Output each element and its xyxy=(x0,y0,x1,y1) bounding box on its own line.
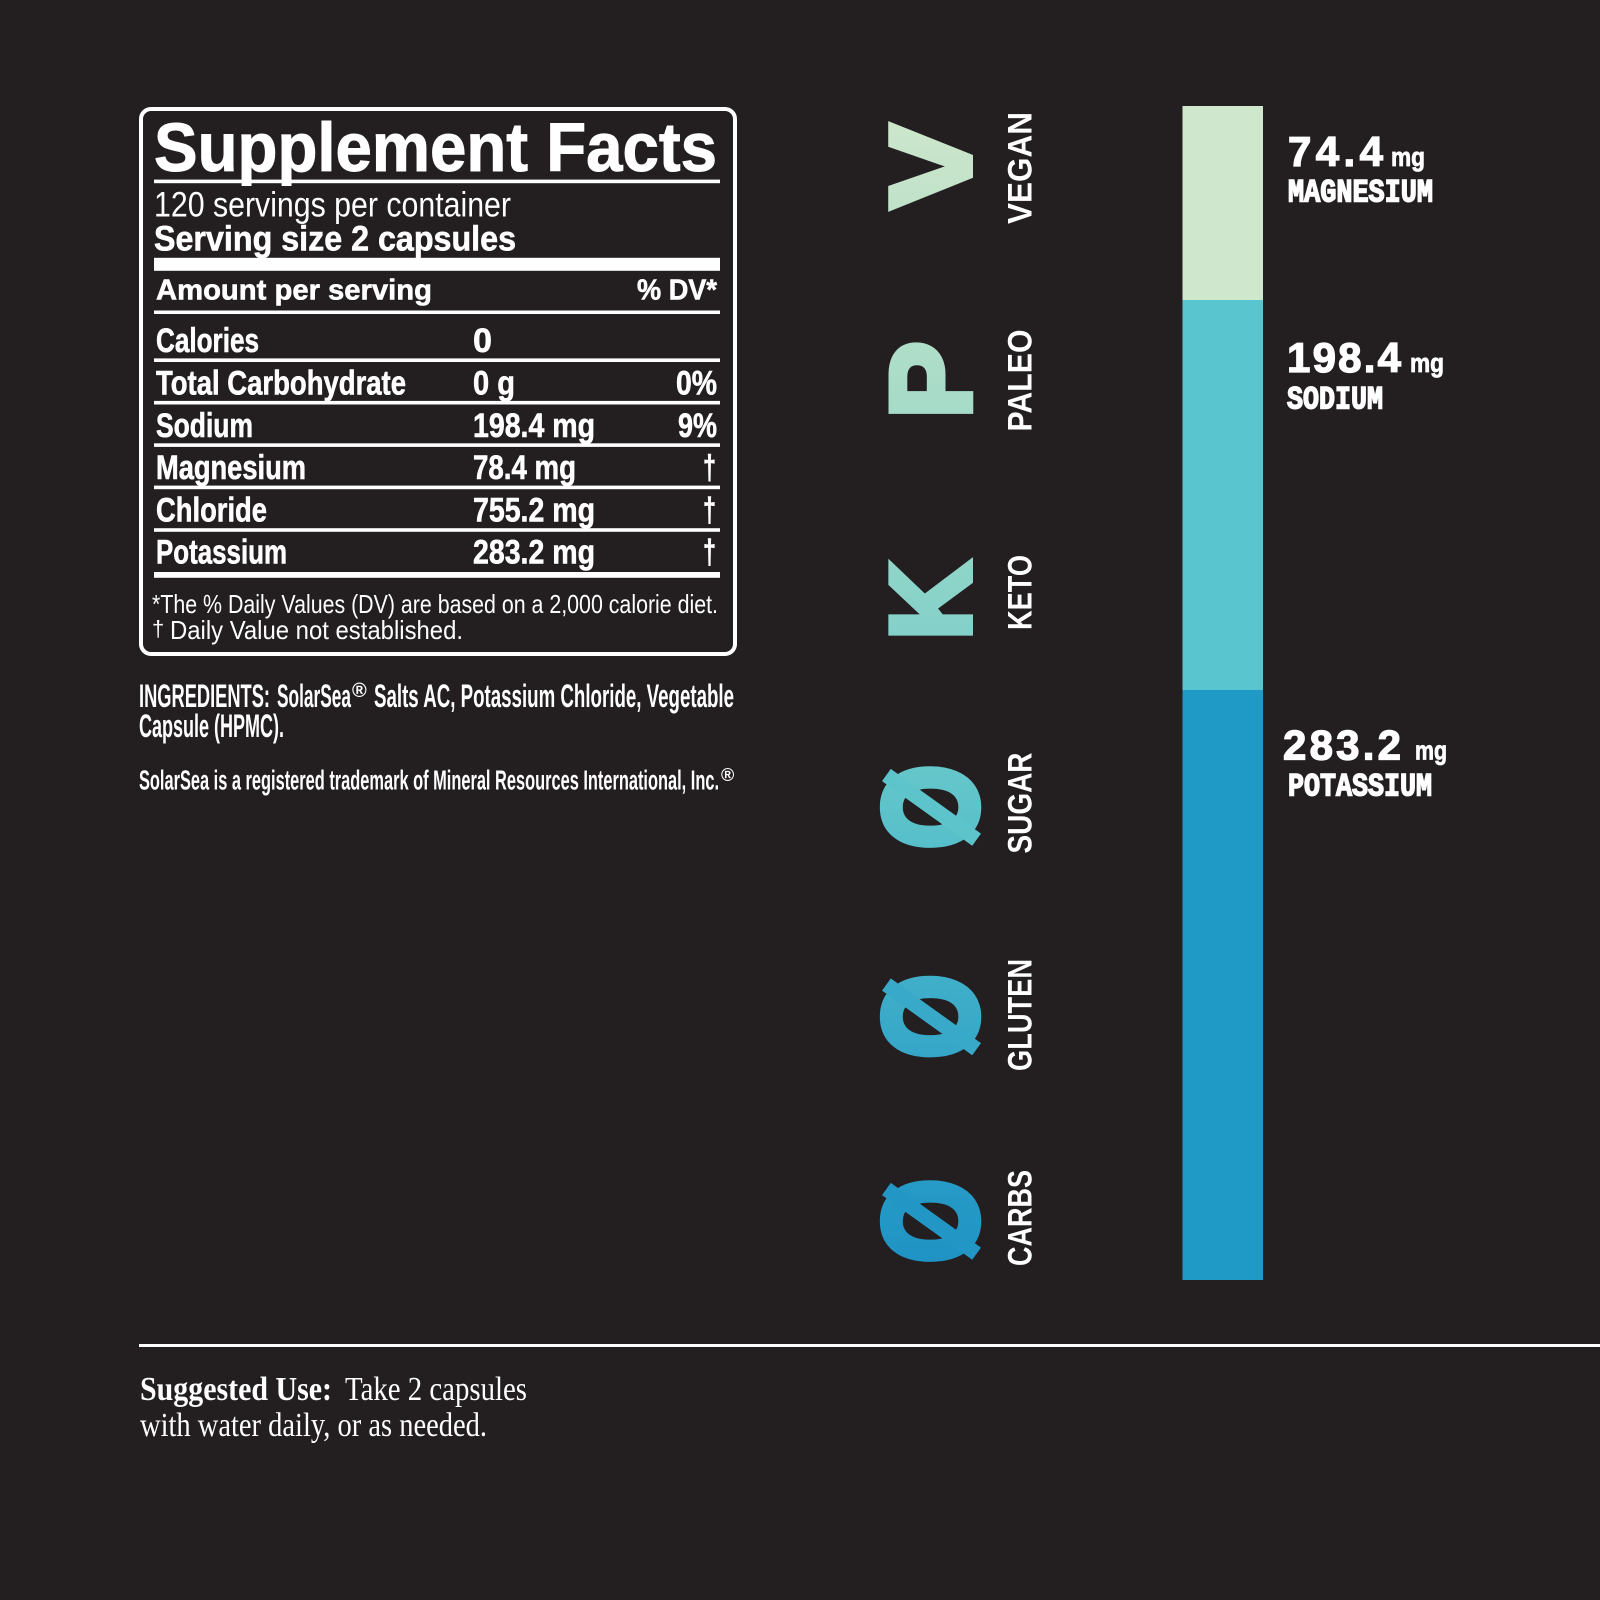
svg-text:0: 0 xyxy=(473,322,492,360)
svg-text:Capsule (HPMC).: Capsule (HPMC). xyxy=(139,708,284,744)
svg-text:% DV*: % DV* xyxy=(637,275,718,307)
svg-text:755.2 mg: 755.2 mg xyxy=(473,491,595,529)
svg-text:Suggested Use:: Suggested Use: xyxy=(140,1371,332,1408)
svg-text:P: P xyxy=(868,342,995,419)
svg-text:†: † xyxy=(703,534,716,572)
svg-text:0 g: 0 g xyxy=(473,365,515,403)
svg-text:mg: mg xyxy=(1410,348,1444,378)
svg-text:120 servings per container: 120 servings per container xyxy=(154,186,511,225)
svg-text:POTASSIUM: POTASSIUM xyxy=(1288,769,1432,806)
svg-text:Amount per serving: Amount per serving xyxy=(156,275,432,307)
svg-text:283.2: 283.2 xyxy=(1283,722,1401,769)
svg-text:Daily Value not established.: Daily Value not established. xyxy=(170,615,463,645)
svg-text:Supplement Facts: Supplement Facts xyxy=(154,109,717,186)
svg-text:SODIUM: SODIUM xyxy=(1287,382,1383,419)
svg-text:®: ® xyxy=(721,765,734,785)
svg-text:CARBS: CARBS xyxy=(1001,1170,1039,1266)
svg-text:Magnesium: Magnesium xyxy=(156,449,306,487)
svg-text:†: † xyxy=(152,616,164,641)
svg-text:Potassium: Potassium xyxy=(156,534,287,572)
svg-text:with water daily, or as needed: with water daily, or as needed. xyxy=(140,1407,487,1444)
svg-text:Total Carbohydrate: Total Carbohydrate xyxy=(156,365,406,403)
svg-text:283.2 mg: 283.2 mg xyxy=(473,534,595,572)
svg-text:Sodium: Sodium xyxy=(156,407,253,445)
svg-text:PALEO: PALEO xyxy=(1001,330,1039,432)
svg-text:†: † xyxy=(703,491,716,529)
svg-text:SolarSea is a registered trade: SolarSea is a registered trademark of Mi… xyxy=(139,765,719,796)
svg-text:mg: mg xyxy=(1415,736,1447,766)
svg-text:mg: mg xyxy=(1391,142,1425,172)
svg-text:*The % Daily Values (DV) are b: *The % Daily Values (DV) are based on a … xyxy=(152,589,718,619)
svg-text:Serving size 2 capsules: Serving size 2 capsules xyxy=(154,220,516,259)
svg-text:VEGAN: VEGAN xyxy=(1001,112,1039,224)
svg-text:Calories: Calories xyxy=(156,322,259,360)
svg-text:V: V xyxy=(868,125,995,208)
svg-text:Take 2 capsules: Take 2 capsules xyxy=(345,1371,527,1408)
svg-text:INGREDIENTS:: INGREDIENTS: xyxy=(139,678,270,714)
svg-text:198.4: 198.4 xyxy=(1287,334,1402,381)
svg-text:SUGAR: SUGAR xyxy=(1001,753,1039,854)
svg-text:SolarSea: SolarSea xyxy=(277,678,351,714)
svg-text:®: ® xyxy=(352,680,367,702)
svg-text:74.4: 74.4 xyxy=(1288,128,1384,175)
svg-text:198.4 mg: 198.4 mg xyxy=(473,407,595,445)
svg-text:78.4 mg: 78.4 mg xyxy=(473,449,576,487)
svg-text:K: K xyxy=(868,562,995,640)
svg-text:GLUTEN: GLUTEN xyxy=(1001,959,1039,1071)
svg-text:MAGNESIUM: MAGNESIUM xyxy=(1288,175,1433,212)
svg-text:Chloride: Chloride xyxy=(156,491,267,529)
svg-text:9%: 9% xyxy=(678,407,717,445)
svg-text:†: † xyxy=(703,449,716,487)
svg-text:KETO: KETO xyxy=(1001,555,1039,630)
svg-text:0%: 0% xyxy=(676,365,717,403)
svg-text:Salts AC, Potassium Chloride,: Salts AC, Potassium Chloride, Vegetable xyxy=(374,678,734,714)
